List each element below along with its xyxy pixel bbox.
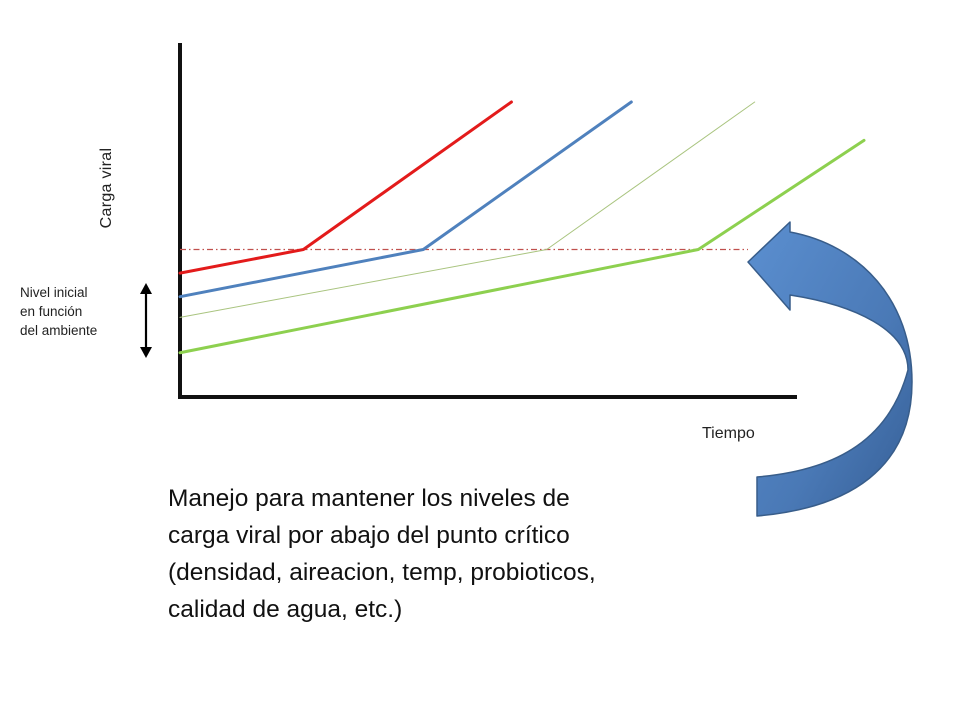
- x-axis-label: Tiempo: [702, 425, 755, 442]
- initial-level-range: [140, 283, 152, 358]
- caption-line-2: carga viral por abajo del punto crítico: [168, 522, 570, 549]
- management-caption: Manejo para mantener los niveles de carg…: [168, 480, 728, 628]
- curved-feedback-arrow: [747, 221, 913, 517]
- initial-level-label: Nivel inicial en función del ambiente: [20, 283, 140, 340]
- caption-line-3: (densidad, aireacion, temp, probioticos,: [168, 559, 596, 586]
- series-line-4: [178, 138, 866, 355]
- series-line-3: [179, 101, 756, 318]
- y-axis-label: Carga viral: [98, 147, 115, 229]
- caption-line-1: Manejo para mantener los niveles de: [168, 485, 570, 512]
- caption-line-4: calidad de agua, etc.): [168, 596, 403, 623]
- series-line-2: [178, 100, 633, 299]
- series-line-1: [178, 100, 513, 275]
- initial-level-line-1: Nivel inicial: [20, 285, 88, 300]
- range-arrow-head-down: [140, 347, 152, 358]
- initial-level-line-3: del ambiente: [20, 323, 98, 338]
- initial-level-line-2: en función: [20, 304, 83, 319]
- axes: [178, 43, 797, 399]
- series-layer: [178, 100, 866, 355]
- range-arrow-head-up: [140, 283, 152, 294]
